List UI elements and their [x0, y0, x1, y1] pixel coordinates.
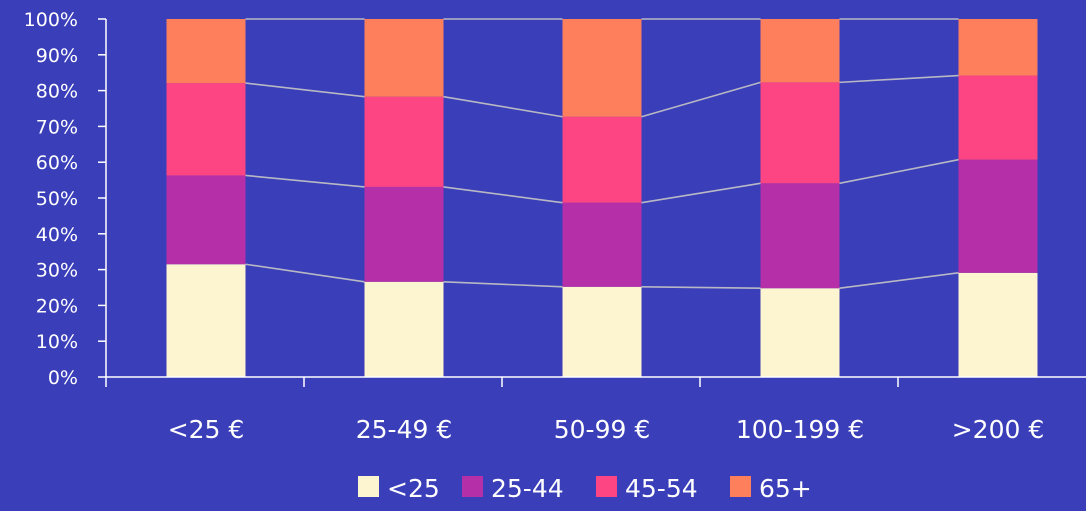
y-tick-label: 0%	[48, 367, 78, 389]
x-tick-label: 25-49 €	[356, 415, 453, 444]
connector-line-3-3	[641, 81, 761, 118]
x-tick-label: 100-199 €	[736, 415, 864, 444]
bar-segment-3-3	[562, 116, 642, 203]
y-tick-label: 60%	[36, 152, 78, 174]
y-tick-label: 50%	[36, 188, 78, 210]
bar-segment-4-3	[562, 19, 642, 117]
connector-line-2-1	[245, 174, 365, 188]
legend-item-4: 65+	[730, 474, 812, 503]
connector-line-1-2	[443, 280, 563, 288]
connector-line-1-3	[641, 285, 761, 290]
legend-swatch	[730, 476, 751, 497]
bar-segment-2-1	[166, 175, 246, 265]
legend-label: <25	[387, 474, 440, 503]
bar-segment-2-5	[958, 159, 1038, 273]
x-tick-label: <25 €	[168, 415, 245, 444]
y-tick-label: 20%	[36, 295, 78, 317]
bar-segment-3-2	[364, 96, 444, 187]
bar-segment-1-2	[364, 281, 444, 377]
bar-segment-2-2	[364, 186, 444, 282]
legend-item-2: 25-44	[462, 474, 564, 503]
legend-label: 65+	[759, 474, 812, 503]
x-axis: <25 € 25-49 € 50-99 € 100-199 € >200 €	[105, 376, 1086, 444]
legend-swatch	[358, 476, 379, 497]
connector-line-3-2	[443, 95, 563, 118]
legend-label: 25-44	[491, 474, 564, 503]
bar-segment-4-5	[958, 19, 1038, 76]
bar-segment-2-3	[562, 202, 642, 287]
x-tick-label: >200 €	[952, 415, 1045, 444]
y-tick-label: 90%	[36, 45, 78, 67]
bar-segment-1-3	[562, 286, 642, 377]
bar-segment-1-4	[760, 288, 840, 377]
connector-line-3-1	[245, 82, 365, 98]
y-tick-label: 40%	[36, 224, 78, 246]
bar-segment-1-1	[166, 264, 246, 377]
bar-segment-1-5	[958, 272, 1038, 377]
bar-segment-3-1	[166, 83, 246, 176]
bar-segment-3-5	[958, 75, 1038, 160]
y-tick-label: 30%	[36, 260, 78, 282]
y-tick-label: 10%	[36, 331, 78, 353]
y-tick-label: 70%	[36, 116, 78, 138]
legend-swatch	[462, 476, 483, 497]
bar-segment-4-2	[364, 19, 444, 97]
legend-item-3: 45-54	[596, 474, 698, 503]
bar-segment-3-4	[760, 82, 840, 184]
legend-swatch	[596, 476, 617, 497]
bar-segment-2-4	[760, 183, 840, 289]
connector-line-1-1	[245, 263, 365, 283]
y-axis: 0% 10% 20% 30% 40% 50% 60% 70% 80% 90% 100%	[24, 9, 107, 389]
x-tick-label: 50-99 €	[554, 415, 651, 444]
connector-line-2-4	[839, 158, 959, 185]
legend-item-1: <25	[358, 474, 440, 503]
bars-group	[166, 19, 1038, 377]
legend-label: 45-54	[625, 474, 698, 503]
bar-segment-4-1	[166, 19, 246, 84]
connector-lines	[245, 18, 959, 290]
connector-line-2-3	[641, 182, 761, 204]
connector-line-1-4	[839, 272, 959, 290]
legend: <25 25-44 45-54 65+	[358, 474, 812, 503]
connector-line-3-4	[839, 74, 959, 84]
bar-segment-4-4	[760, 19, 840, 83]
connector-line-2-2	[443, 186, 563, 204]
y-tick-label: 80%	[36, 81, 78, 103]
y-tick-label: 100%	[24, 9, 78, 31]
